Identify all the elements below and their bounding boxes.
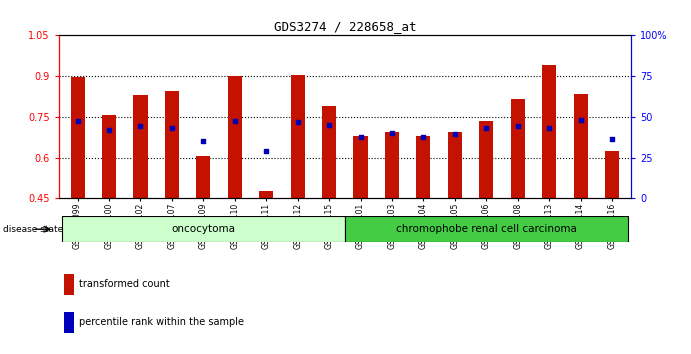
Point: [386, 130, 397, 136]
Point: [355, 135, 366, 140]
Point: [449, 132, 460, 137]
Point: [72, 118, 83, 124]
Bar: [448, 132, 462, 198]
Point: [104, 127, 115, 133]
Point: [481, 125, 492, 131]
Point: [607, 136, 618, 141]
Bar: [385, 132, 399, 198]
Point: [575, 117, 586, 122]
Text: disease state: disease state: [3, 224, 64, 234]
Bar: [605, 151, 619, 198]
Point: [512, 124, 523, 129]
Bar: [291, 75, 305, 198]
FancyBboxPatch shape: [62, 216, 345, 242]
Point: [544, 125, 555, 131]
Point: [261, 148, 272, 154]
Bar: [322, 106, 336, 198]
Text: percentile rank within the sample: percentile rank within the sample: [79, 318, 244, 327]
Bar: [64, 274, 74, 295]
Title: GDS3274 / 228658_at: GDS3274 / 228658_at: [274, 20, 416, 33]
Bar: [354, 136, 368, 198]
Bar: [511, 99, 524, 198]
Bar: [70, 78, 85, 198]
Bar: [165, 91, 179, 198]
Point: [292, 119, 303, 125]
Point: [323, 122, 334, 128]
Bar: [416, 136, 430, 198]
Bar: [228, 76, 242, 198]
Bar: [259, 192, 273, 198]
Point: [229, 118, 240, 124]
Bar: [574, 94, 587, 198]
Point: [198, 138, 209, 144]
Point: [135, 124, 146, 129]
Point: [418, 135, 429, 140]
FancyBboxPatch shape: [345, 216, 627, 242]
Text: chromophobe renal cell carcinoma: chromophobe renal cell carcinoma: [396, 224, 577, 234]
Bar: [64, 312, 74, 333]
Text: oncocytoma: oncocytoma: [171, 224, 236, 234]
Bar: [102, 115, 116, 198]
Bar: [542, 65, 556, 198]
Point: [167, 125, 178, 131]
Bar: [479, 121, 493, 198]
Bar: [196, 156, 211, 198]
Bar: [133, 95, 148, 198]
Text: transformed count: transformed count: [79, 279, 169, 289]
